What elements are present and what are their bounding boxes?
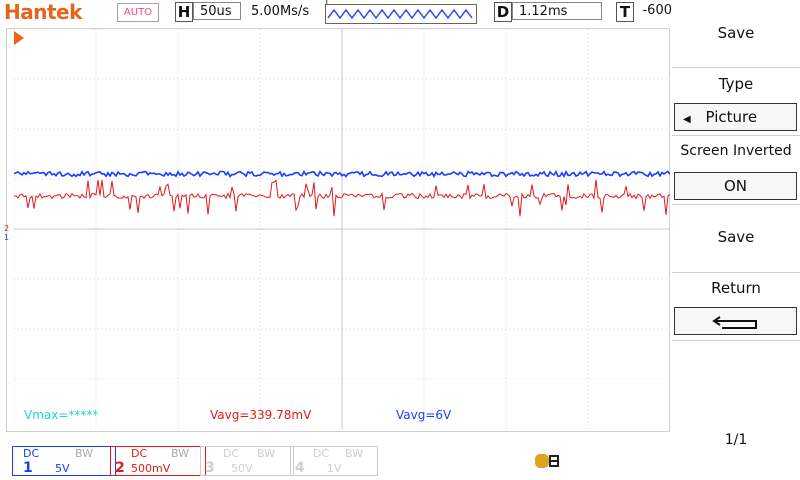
horizontal-letter: H [175, 2, 193, 22]
ch1-waveform [14, 169, 670, 179]
ch1-number: 1 [23, 460, 33, 476]
menu-divider [672, 67, 800, 68]
arrow-left-icon: ◀ [683, 114, 691, 125]
type-value: Picture [705, 108, 758, 126]
ch2-number: 2 [115, 460, 125, 476]
ch2-scale: 500mV [131, 462, 171, 475]
ch3-bw: BW [257, 447, 276, 460]
brand-logo: Hantek [4, 0, 82, 24]
menu-divider [672, 135, 800, 136]
delay-value[interactable]: 1.12ms [512, 2, 602, 20]
delay-letter: D [494, 2, 512, 22]
triangle-right-icon[interactable] [14, 31, 24, 45]
ch2-bw: BW [171, 447, 190, 460]
ch4-bw: BW [345, 447, 364, 460]
ch1-coupling: DC [23, 447, 40, 460]
ch4-coupling: DC [313, 447, 330, 460]
type-label: Type [718, 75, 754, 93]
usb-drive-icon [535, 454, 559, 468]
menu-title: Save [717, 24, 755, 42]
trigger-letter: T [616, 2, 634, 22]
measurement-ch2-vavg: Vavg=339.78mV [210, 408, 312, 422]
menu-divider [672, 204, 800, 205]
channel-1-box[interactable]: DC BW 1 5V [12, 446, 116, 476]
ch4-scale: 1V [327, 462, 342, 475]
ch3-coupling: DC [223, 447, 240, 460]
screen-inverted-toggle[interactable]: ON [674, 172, 797, 200]
menu-page-indicator: 1/1 [724, 432, 748, 448]
ch3-number: 3 [205, 460, 215, 476]
measurement-vmax: Vmax=***** [24, 408, 99, 422]
waveform-grid [14, 29, 670, 429]
waveform-screen[interactable] [6, 28, 670, 432]
return-label: Return [711, 279, 761, 297]
ch2-waveform [14, 179, 670, 217]
ch2-coupling: DC [131, 447, 148, 460]
menu-divider [672, 272, 800, 273]
ch3-scale: 50V [231, 462, 253, 475]
trigger-level-value[interactable]: -600 [642, 3, 672, 18]
timebase-value[interactable]: 50us [193, 2, 241, 20]
screen-inverted-label: Screen Inverted [680, 143, 792, 159]
grid-center-axes [14, 29, 670, 429]
ch1-bw: BW [75, 447, 94, 460]
return-button[interactable] [674, 307, 797, 335]
channel-2-box[interactable]: DC BW 2 500mV [110, 446, 206, 476]
save-button[interactable]: Save [717, 228, 755, 246]
trigger-mode-badge[interactable]: AUTO [117, 3, 159, 22]
sample-rate: 5.00Ms/s [251, 4, 310, 19]
trigger-waveform-overview[interactable] [325, 4, 477, 24]
ch1-scale: 5V [55, 462, 70, 475]
ch4-number: 4 [295, 460, 305, 476]
channel-3-box[interactable]: DC BW 3 50V [200, 446, 294, 476]
channel-4-box[interactable]: DC BW 4 1V [290, 446, 378, 476]
measurement-ch1-vavg: Vavg=6V [396, 408, 452, 422]
menu-divider [672, 340, 800, 341]
type-selector[interactable]: ◀ Picture [674, 103, 797, 131]
side-menu: Save Type ◀ Picture Screen Inverted ON S… [672, 0, 800, 480]
return-arrow-icon [711, 315, 757, 329]
